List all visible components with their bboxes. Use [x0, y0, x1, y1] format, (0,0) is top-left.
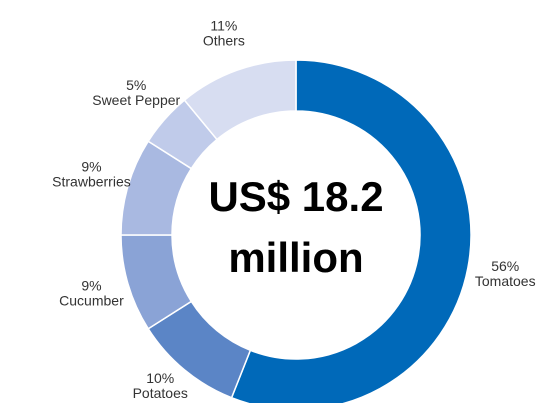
- value-label: 11%: [210, 18, 237, 34]
- category-label: Strawberries: [52, 174, 131, 190]
- value-label: 5%: [126, 77, 146, 93]
- label-cucumber: 9% Cucumber: [59, 277, 124, 308]
- value-label: 56%: [491, 258, 519, 274]
- label-strawberries: 9% Strawberries: [52, 159, 131, 190]
- category-label: Potatoes: [133, 385, 188, 401]
- slice-others: [183, 59, 297, 141]
- label-sweet-pepper: 5% Sweet Pepper: [92, 77, 180, 108]
- value-label: 9%: [81, 277, 101, 293]
- value-label: 10%: [146, 370, 174, 386]
- label-others: 11% Others: [203, 18, 245, 49]
- value-label: 9%: [81, 159, 101, 175]
- center-value-line1: US$ 18.2: [208, 173, 383, 220]
- donut-slices: [120, 59, 472, 403]
- label-tomatoes: 56% Tomatoes: [475, 258, 536, 289]
- category-label: Others: [203, 33, 245, 49]
- label-potatoes: 10% Potatoes: [133, 370, 188, 401]
- slice-tomatoes: [230, 59, 472, 403]
- category-label: Sweet Pepper: [92, 92, 180, 108]
- category-label: Cucumber: [59, 292, 124, 308]
- center-value-line2: million: [228, 234, 363, 281]
- category-label: Tomatoes: [475, 273, 536, 289]
